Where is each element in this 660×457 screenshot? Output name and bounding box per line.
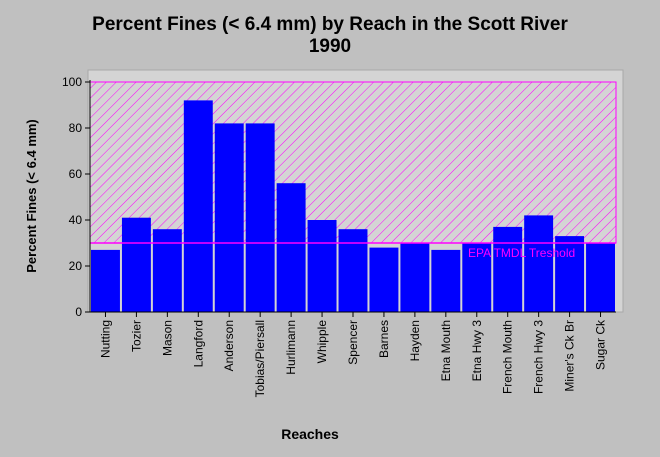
bar-french-mouth	[493, 226, 523, 312]
y-tick-label: 100	[62, 75, 82, 89]
bar-etna-mouth	[431, 249, 461, 312]
bar-mason	[152, 229, 182, 312]
chart-title-line-1: Percent Fines (< 6.4 mm) by Reach in the…	[92, 14, 568, 35]
chart-title: Percent Fines (< 6.4 mm) by Reach in the…	[0, 14, 660, 58]
bar-langford	[183, 100, 213, 313]
x-tick-label: Etna Mouth	[439, 320, 453, 381]
y-tick-label: 20	[69, 259, 83, 273]
bar-whipple	[307, 220, 337, 312]
bar-spencer	[338, 229, 368, 312]
bar-french-hwy-3	[524, 215, 554, 312]
bar-sugar-ck	[586, 243, 615, 312]
bar-nutting	[91, 249, 120, 312]
x-tick-label: French Hwy 3	[532, 320, 546, 394]
chart-title-line-2: 1990	[308, 36, 352, 57]
x-tick-label: Hurlimann	[284, 320, 298, 375]
y-tick-label: 80	[69, 121, 83, 135]
y-tick-label: 40	[69, 213, 83, 227]
y-tick-label: 60	[69, 167, 83, 181]
x-tick-label: Etna Hwy 3	[470, 320, 484, 382]
x-tick-label: Barnes	[377, 320, 391, 358]
x-tick-label: Sugar Ck	[594, 319, 608, 370]
x-tick-label: Mason	[160, 320, 174, 356]
bar-hurlimann	[276, 183, 306, 312]
bar-anderson	[214, 123, 244, 313]
x-tick-label: Tobias/Piersall	[253, 320, 267, 397]
x-tick-label: Nutting	[98, 320, 112, 358]
threshold-label: EPA TMDL Treshold	[468, 246, 575, 260]
x-tick-label: Anderson	[222, 320, 236, 371]
x-tick-label: Miner's Ck Br	[563, 320, 577, 392]
x-tick-label: Langford	[191, 320, 205, 367]
bar-etna-hwy-3	[462, 243, 492, 312]
bar-miner-s-ck-br	[555, 236, 585, 312]
x-axis-label: Reaches	[281, 426, 339, 442]
y-tick-label: 0	[75, 305, 82, 319]
bar-barnes	[369, 247, 399, 312]
bar-tobias-piersall	[245, 123, 275, 313]
x-tick-label: Tozier	[129, 320, 143, 352]
bar-hayden	[400, 243, 430, 312]
x-tick-label: Hayden	[408, 320, 422, 361]
x-tick-label: Spencer	[346, 320, 360, 365]
bar-tozier	[121, 217, 151, 312]
y-axis-label: Percent Fines (< 6.4 mm)	[24, 119, 39, 273]
x-tick-label: French Mouth	[501, 320, 515, 394]
x-tick-label: Whipple	[315, 320, 329, 364]
